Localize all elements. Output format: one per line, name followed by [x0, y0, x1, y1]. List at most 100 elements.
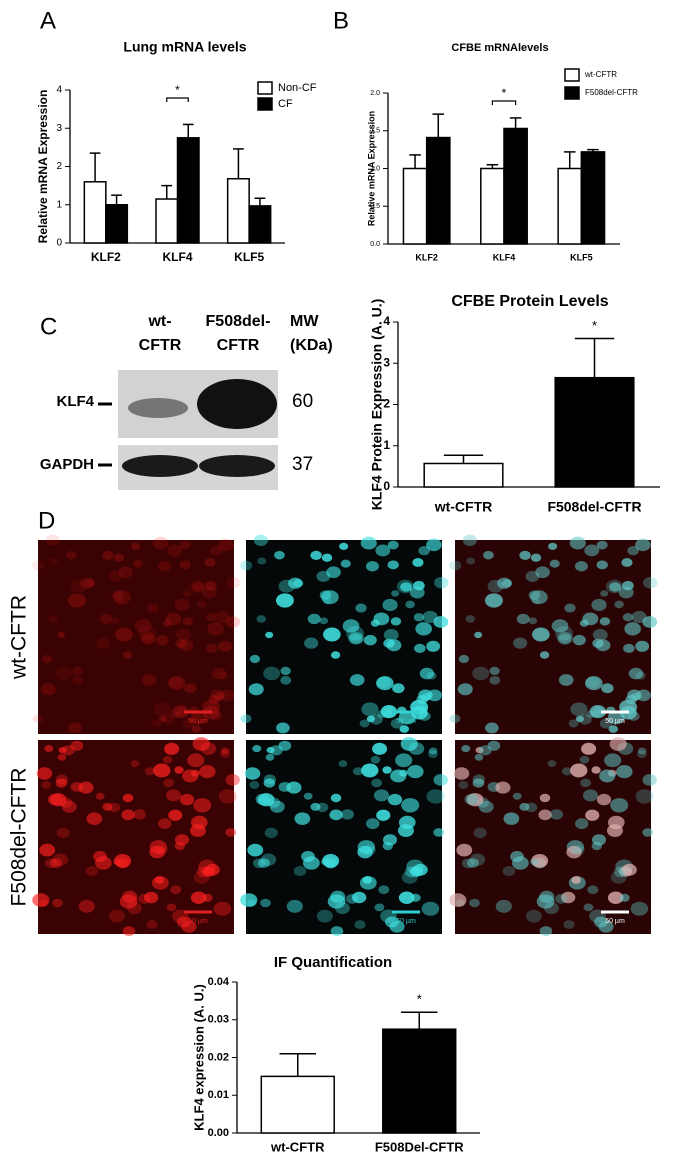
nucleus [167, 544, 183, 557]
nucleus [174, 766, 184, 774]
nucleus [392, 683, 405, 694]
nucleus [130, 760, 140, 768]
nucleus [472, 666, 490, 681]
y-tick-label: 0.01 [208, 1089, 229, 1101]
nucleus [623, 643, 635, 654]
y-tick-label: 3 [56, 123, 62, 134]
nucleus [536, 894, 555, 909]
nucleus [114, 854, 132, 868]
nucleus [637, 750, 647, 759]
nucleus [409, 586, 425, 599]
nucleus [387, 793, 403, 806]
nucleus [485, 722, 499, 734]
nucleus [622, 863, 637, 876]
band-label: GAPDH [40, 456, 94, 473]
nucleus [122, 793, 134, 803]
band-label: KLF4 [57, 393, 95, 410]
nucleus [322, 854, 340, 868]
nucleus [458, 780, 469, 789]
nucleus [591, 598, 607, 612]
nucleus [466, 793, 484, 807]
nucleus [183, 590, 192, 597]
nucleus [354, 920, 366, 929]
nucleus [218, 671, 229, 680]
nucleus [49, 858, 62, 868]
nucleus [581, 742, 597, 755]
nucleus [405, 600, 415, 609]
bar [83, 181, 107, 244]
bar [423, 462, 504, 488]
nucleus [426, 671, 437, 680]
nucleus [466, 858, 479, 868]
nucleus [449, 893, 467, 907]
annotation: * [417, 992, 422, 1007]
nucleus [36, 767, 53, 780]
nucleus [316, 570, 331, 582]
nucleus [619, 893, 630, 902]
nucleus [433, 774, 448, 786]
nucleus [294, 812, 311, 825]
nucleus [41, 780, 52, 789]
nucleus [138, 893, 151, 904]
nucleus [391, 590, 400, 597]
nucleus [49, 793, 67, 807]
micrograph [38, 540, 234, 734]
nucleus [158, 715, 167, 723]
nucleus [390, 769, 407, 783]
nucleus [78, 899, 95, 913]
nucleus [555, 893, 568, 904]
nucleus [574, 561, 588, 572]
nucleus [627, 545, 639, 556]
nucleus [376, 676, 394, 691]
y-tick-label: 0.02 [208, 1051, 229, 1063]
nucleus [342, 619, 360, 633]
nucleus [70, 579, 87, 593]
nucleus [168, 710, 179, 719]
nucleus [138, 626, 156, 641]
nucleus [111, 617, 121, 625]
nucleus [585, 710, 596, 719]
nucleus [458, 654, 470, 664]
bar [402, 167, 428, 245]
y-tick-label: 1.0 [370, 165, 380, 172]
x-tick-label: KLF5 [570, 252, 593, 262]
nucleus [370, 755, 381, 764]
nucleus [401, 870, 418, 884]
nucleus [321, 858, 330, 866]
nucleus [40, 683, 56, 696]
nucleus [382, 598, 398, 612]
nucleus [174, 834, 190, 846]
annotation: * [502, 86, 507, 100]
nucleus [286, 899, 303, 913]
nucleus [252, 858, 266, 869]
nucleus [642, 616, 658, 628]
nucleus [390, 617, 402, 626]
nucleus [375, 544, 391, 557]
nucleus [539, 651, 550, 659]
significance-bracket [491, 100, 517, 105]
nucleus [469, 898, 480, 908]
nucleus [121, 809, 135, 821]
blot-band [197, 379, 277, 429]
nucleus [269, 745, 283, 756]
x-tick-label: KLF2 [91, 250, 121, 264]
nucleus [365, 561, 379, 572]
nucleus [220, 747, 230, 755]
nucleus [616, 765, 633, 779]
nucleus [561, 891, 576, 904]
nucleus [154, 876, 164, 884]
nucleus [489, 675, 501, 685]
nucleus [191, 725, 202, 733]
nucleus [397, 824, 414, 837]
nucleus [44, 858, 58, 869]
nucleus [478, 800, 494, 813]
nucleus [363, 845, 376, 856]
micrograph [246, 540, 442, 734]
nucleus [487, 740, 501, 751]
mw-value: 60 [292, 391, 313, 412]
scale-bar-label: 50 µm [605, 918, 625, 925]
nucleus [478, 745, 492, 756]
bar [554, 376, 635, 488]
nucleus [622, 580, 634, 591]
bar [480, 167, 505, 245]
